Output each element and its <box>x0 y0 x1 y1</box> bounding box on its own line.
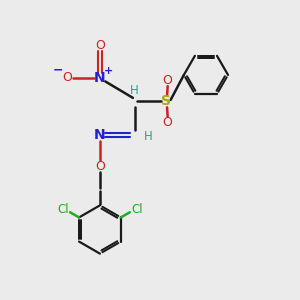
Text: Cl: Cl <box>57 203 69 216</box>
Text: O: O <box>63 71 73 84</box>
Text: S: S <box>161 94 171 108</box>
Text: N: N <box>94 71 106 85</box>
Text: O: O <box>95 39 105 52</box>
Text: O: O <box>95 160 105 173</box>
Text: −: − <box>53 63 63 76</box>
Text: H: H <box>144 130 153 143</box>
Text: O: O <box>163 74 172 87</box>
Text: O: O <box>163 116 172 129</box>
Text: H: H <box>129 84 138 97</box>
Text: +: + <box>103 66 113 76</box>
Text: Cl: Cl <box>131 203 143 216</box>
Text: N: N <box>94 128 106 142</box>
